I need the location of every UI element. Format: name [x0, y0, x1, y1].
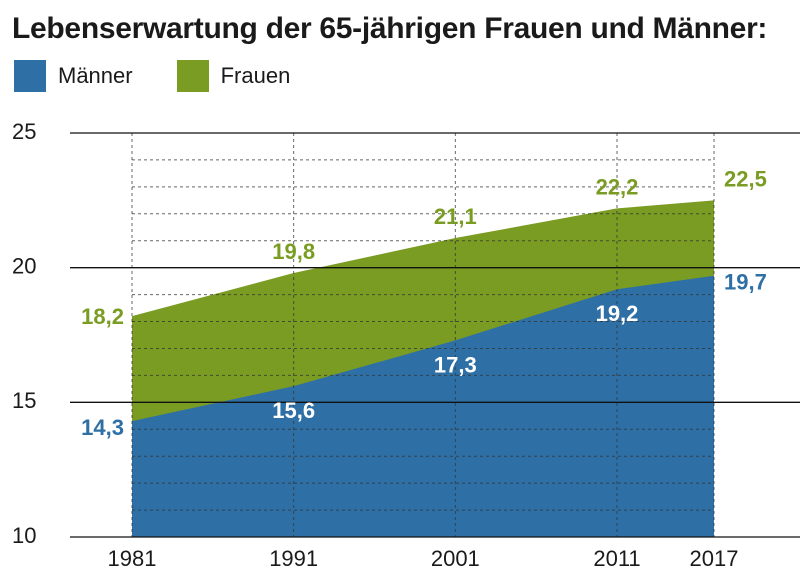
x-tick-label: 1981	[108, 546, 157, 571]
data-label-frauen: 19,8	[272, 239, 315, 264]
legend-label-maenner: Männer	[58, 63, 133, 88]
legend-item-maenner: Männer	[14, 60, 133, 92]
data-label-maenner: 19,7	[724, 270, 767, 295]
data-label-frauen: 22,5	[724, 166, 767, 191]
x-tick-label: 1991	[269, 546, 318, 571]
legend-label-frauen: Frauen	[220, 63, 291, 88]
y-tick-label: 15	[12, 388, 36, 413]
data-label-maenner: 14,3	[81, 415, 124, 440]
legend-swatch-maenner	[14, 60, 46, 92]
data-label-maenner: 17,3	[434, 352, 477, 377]
chart-title: Lebenserwartung der 65-jährigen Frauen u…	[12, 12, 768, 45]
y-tick-label: 10	[12, 523, 36, 548]
x-tick-label: 2001	[431, 546, 480, 571]
x-tick-label: 2011	[593, 546, 640, 571]
legend-item-frauen: Frauen	[176, 60, 291, 92]
data-label-maenner: 15,6	[272, 398, 315, 423]
x-tick-label: 2017	[690, 546, 739, 571]
legend-swatch-frauen	[176, 60, 209, 92]
data-label-frauen: 21,1	[434, 204, 477, 229]
y-tick-label: 25	[12, 119, 36, 144]
data-label-maenner: 19,2	[596, 301, 639, 326]
area-maenner	[132, 275, 714, 537]
data-label-frauen: 18,2	[81, 304, 124, 329]
data-label-frauen: 22,2	[596, 174, 639, 199]
y-tick-label: 20	[12, 253, 36, 278]
legend: Männer Frauen	[14, 60, 334, 92]
